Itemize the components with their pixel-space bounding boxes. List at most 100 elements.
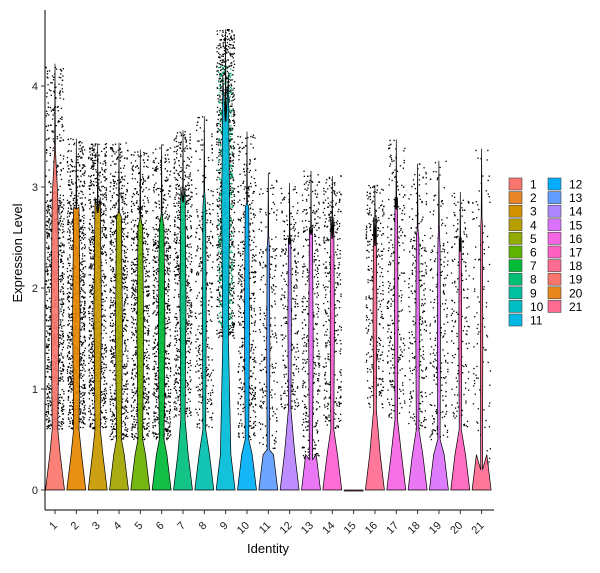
dot (167, 380, 169, 382)
dot (70, 159, 73, 161)
dot (114, 423, 116, 425)
dot (105, 151, 107, 153)
dot (58, 424, 60, 427)
dot (167, 228, 169, 230)
dot (91, 149, 93, 152)
dot (89, 296, 91, 298)
dot (47, 352, 49, 355)
dot (102, 252, 104, 255)
dot (104, 401, 106, 403)
dot (133, 395, 135, 397)
dot (89, 291, 91, 293)
dot (92, 191, 95, 194)
dot (156, 307, 158, 309)
dot (50, 368, 52, 370)
dot (124, 316, 126, 318)
dot (79, 426, 82, 429)
dot (102, 358, 105, 360)
dot (121, 241, 123, 243)
dot (84, 336, 86, 338)
dot (105, 366, 107, 369)
dot (103, 210, 105, 212)
dot (70, 223, 72, 225)
dot (66, 162, 69, 164)
dot (127, 383, 129, 385)
dot (104, 387, 107, 389)
dot (88, 187, 90, 190)
dot (66, 223, 69, 225)
dot (104, 309, 106, 311)
dot (144, 260, 146, 262)
dot (166, 382, 168, 385)
dot (127, 260, 129, 263)
dot (111, 339, 113, 341)
dot (50, 94, 52, 96)
dot (135, 410, 138, 412)
dot (127, 222, 129, 224)
dot (122, 236, 124, 238)
dot (92, 300, 94, 303)
dot (81, 202, 83, 204)
dot (50, 388, 53, 391)
dot (166, 179, 169, 182)
dot (101, 315, 104, 318)
dot (156, 325, 158, 327)
dot (144, 195, 146, 197)
dot (154, 392, 156, 395)
dot (99, 162, 102, 164)
dot (167, 248, 170, 250)
dot (49, 191, 52, 193)
dot (111, 384, 113, 386)
dot (152, 302, 154, 304)
dot (131, 154, 133, 156)
dot (70, 417, 72, 419)
dot (125, 410, 127, 412)
dot (103, 372, 105, 374)
dot (47, 421, 49, 423)
dot (191, 315, 193, 318)
dot (166, 410, 168, 412)
dot (135, 269, 137, 271)
dot (92, 344, 94, 346)
dot (49, 263, 51, 266)
dot (71, 284, 73, 286)
dot (59, 278, 61, 281)
dot (81, 395, 84, 397)
dot (62, 287, 64, 289)
dot (167, 204, 169, 206)
dot (63, 298, 65, 300)
dot (123, 157, 126, 159)
dot (154, 332, 156, 334)
dot (109, 398, 111, 400)
dot (130, 404, 133, 406)
dot (69, 386, 71, 388)
dot (154, 286, 156, 288)
dot (52, 79, 55, 81)
dot (101, 251, 103, 253)
dot (90, 348, 92, 350)
dot (58, 120, 61, 123)
dot (84, 304, 86, 306)
dot (136, 406, 138, 408)
dot (165, 180, 167, 182)
dot (189, 337, 191, 339)
dot (152, 425, 154, 427)
dot (48, 391, 51, 393)
dot (131, 168, 133, 170)
dot (49, 146, 51, 149)
dot (62, 330, 64, 332)
dot (68, 229, 71, 231)
dot (62, 208, 65, 210)
dot (179, 239, 181, 242)
dot (123, 373, 125, 375)
dot (88, 317, 91, 319)
dot (46, 345, 48, 347)
dot (116, 183, 118, 185)
dot (154, 375, 157, 378)
dot (46, 237, 48, 239)
dot (83, 322, 85, 324)
dot (67, 165, 69, 167)
dot (91, 399, 93, 402)
dot (98, 172, 100, 174)
dot (177, 355, 179, 357)
